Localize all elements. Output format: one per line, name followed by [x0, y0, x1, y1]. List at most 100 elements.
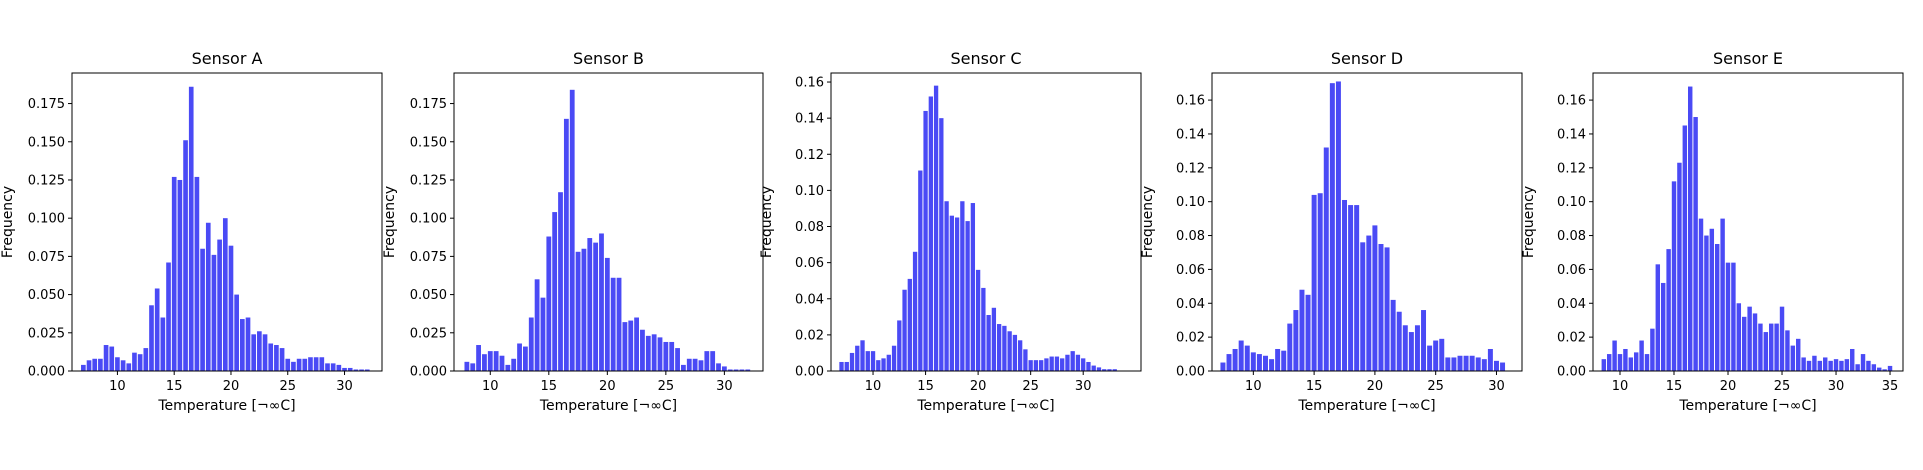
histogram-bar — [1742, 316, 1747, 371]
panel-title: Sensor D — [1331, 49, 1403, 68]
histogram-bar — [92, 358, 98, 371]
x-axis-label: Temperature [¬∞C] — [1297, 398, 1435, 414]
histogram-bar — [1817, 360, 1823, 371]
panel-4: 10 15 20 25 30 0.00 0.02 0.04 0.06 0.08 0.10 0.12 0.… — [1140, 49, 1523, 414]
histogram-bar — [1752, 313, 1758, 371]
histogram-bar — [505, 364, 511, 371]
histogram-bar — [1390, 299, 1396, 371]
histogram-bar — [1287, 323, 1293, 371]
histogram-bar — [1044, 358, 1049, 371]
histogram-bar — [234, 294, 239, 371]
histogram-bar — [593, 242, 599, 371]
histogram-bar — [1018, 340, 1023, 371]
y-tick-label: 0.04 — [1557, 297, 1586, 312]
histogram-bar — [1396, 311, 1402, 371]
y-tick-label: 0.12 — [1176, 161, 1205, 176]
histogram-bar — [897, 320, 902, 371]
panel-1: 10 15 20 25 30 0.000 0.025 0.050 0.075 0.100 0.125… — [0, 49, 383, 414]
y-tick-label: 0.08 — [1557, 229, 1586, 244]
histogram-bar — [109, 346, 115, 371]
histogram-bar — [1715, 244, 1720, 371]
histogram-bar — [844, 361, 849, 371]
histogram-bar — [1839, 360, 1844, 371]
histogram-bar — [464, 361, 470, 371]
histogram-bar — [149, 305, 154, 371]
histogram-bar — [1725, 262, 1731, 371]
y-tick-label: 0.04 — [1176, 297, 1205, 312]
histogram-bar — [1698, 218, 1704, 371]
histogram-bar — [1660, 282, 1666, 371]
y-tick-label: 0.10 — [795, 184, 824, 199]
histogram-bar — [1256, 354, 1262, 371]
histogram-bar — [1317, 193, 1323, 371]
histogram-bar — [1606, 354, 1612, 371]
histogram-bar — [745, 369, 751, 371]
y-tick-label: 0.02 — [1557, 331, 1586, 346]
histogram-bar — [1232, 348, 1238, 371]
histogram-bar — [1107, 369, 1112, 371]
histogram-bar — [923, 110, 928, 372]
histogram-bar — [1366, 235, 1372, 371]
histogram-bar — [1263, 355, 1268, 371]
y-tick-label: 0.02 — [795, 328, 824, 343]
histogram-bar — [1500, 362, 1506, 371]
histogram-bar — [1487, 348, 1493, 371]
histogram-bar — [1372, 225, 1378, 371]
histogram-bar — [881, 358, 886, 371]
histogram-bar — [1688, 86, 1693, 372]
histogram-bar — [581, 248, 587, 371]
histogram-bar — [1402, 325, 1408, 371]
histogram-bar — [1785, 330, 1790, 371]
histogram-bar — [616, 277, 622, 371]
histogram-bar — [1475, 357, 1481, 371]
y-tick-label: 0.000 — [28, 365, 65, 380]
histogram-bar — [1790, 345, 1796, 371]
y-tick-label: 0.10 — [1176, 195, 1205, 210]
histogram-bar — [166, 262, 171, 371]
histogram-bar — [1451, 357, 1457, 371]
histogram-bar — [1650, 328, 1655, 371]
histogram-bar — [1481, 359, 1487, 371]
histogram-bar — [217, 239, 222, 371]
x-tick-label: 15 — [541, 379, 558, 394]
axes-frame — [453, 72, 764, 372]
y-tick-label: 0.000 — [410, 365, 447, 380]
y-tick-label: 0.14 — [1557, 127, 1586, 142]
x-tick-label: 25 — [1774, 379, 1791, 394]
x-tick-label: 20 — [1367, 379, 1384, 394]
histogram-bar — [1348, 205, 1354, 371]
histogram-bar — [1644, 354, 1650, 371]
histogram-bar — [716, 363, 721, 371]
histogram-bar — [563, 118, 569, 371]
histogram-bar — [575, 251, 581, 371]
x-tick-label: 30 — [1075, 379, 1092, 394]
y-tick-label: 0.12 — [795, 148, 824, 163]
histogram-bar — [302, 358, 308, 371]
histogram-bar — [1081, 358, 1086, 371]
histogram-bar — [268, 343, 274, 371]
histogram-bar — [200, 248, 205, 371]
x-tick-label: 10 — [865, 379, 882, 394]
histogram-bar — [534, 279, 540, 371]
histogram-bar — [1311, 194, 1317, 371]
histogram-bar — [194, 176, 200, 371]
x-tick-label: 10 — [482, 379, 499, 394]
histogram-bar — [698, 360, 704, 371]
histogram-bar — [681, 364, 686, 371]
histogram-bar — [902, 289, 907, 371]
histogram-bar — [996, 324, 1002, 371]
histogram-bar — [1871, 364, 1877, 371]
y-tick-label: 0.14 — [795, 112, 824, 127]
histogram-bar — [188, 86, 194, 371]
histogram-bar — [628, 320, 634, 371]
y-tick-label: 0.050 — [28, 288, 65, 303]
x-tick-label: 15 — [166, 379, 183, 394]
histogram-bar — [482, 354, 487, 371]
histogram-bar — [1427, 345, 1433, 371]
histogram-bar — [98, 358, 103, 371]
histogram-bar — [1414, 325, 1420, 371]
histogram-bar — [353, 369, 359, 371]
histogram-bar — [364, 369, 370, 371]
histogram-bar — [1833, 359, 1839, 371]
y-tick-label: 0.025 — [410, 326, 447, 341]
